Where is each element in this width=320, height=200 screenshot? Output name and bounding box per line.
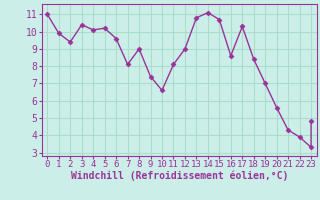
X-axis label: Windchill (Refroidissement éolien,°C): Windchill (Refroidissement éolien,°C) <box>70 171 288 181</box>
